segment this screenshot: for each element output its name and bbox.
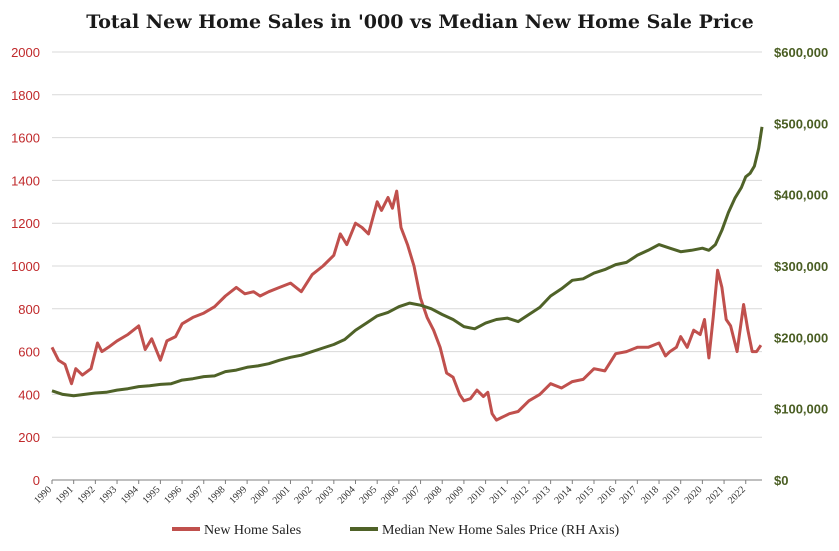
left-tick-label: 800 <box>18 302 40 317</box>
x-tick-label: 2003 <box>314 484 336 506</box>
left-tick-label: 1400 <box>11 173 40 188</box>
left-tick-label: 1600 <box>11 131 40 146</box>
x-tick-label: 2022 <box>726 484 748 506</box>
x-tick-label: 2007 <box>401 484 423 506</box>
x-tick-label: 1994 <box>119 484 141 506</box>
x-tick-label: 2008 <box>422 484 444 506</box>
x-axis: 1990 1991 1992 1993 1994 1995 1996 1997 1998 1999… <box>32 479 762 506</box>
x-tick-label: 1997 <box>184 484 206 506</box>
x-tick-label: 2013 <box>531 484 553 506</box>
x-tick-label: 2009 <box>444 484 466 506</box>
right-tick-label: $500,000 <box>774 116 828 131</box>
left-axis: 0 200 400 600 800 1000 1200 1400 1600 1800 2000 <box>11 45 40 488</box>
right-tick-label: $400,000 <box>774 188 828 203</box>
right-tick-label: $300,000 <box>774 259 828 274</box>
x-tick-label: 2021 <box>704 484 726 506</box>
x-tick-label: 2014 <box>553 484 575 506</box>
x-tick-label: 2006 <box>379 484 401 506</box>
x-tick-label: 2011 <box>488 484 510 506</box>
x-tick-label: 1991 <box>54 484 76 506</box>
x-tick-label: 2012 <box>509 484 531 506</box>
left-tick-label: 400 <box>18 387 40 402</box>
right-tick-label: $200,000 <box>774 330 828 345</box>
legend: New Home Sales Median New Home Sales Pri… <box>172 523 620 538</box>
x-tick-label: 1999 <box>227 484 249 506</box>
x-tick-label: 2017 <box>618 484 640 506</box>
legend-label-median-price: Median New Home Sales Price (RH Axis) <box>382 523 620 538</box>
left-tick-label: 0 <box>33 473 40 488</box>
left-tick-label: 1000 <box>11 259 40 274</box>
x-tick-label: 2001 <box>271 484 293 506</box>
x-tick-label: 2020 <box>683 484 705 506</box>
x-tick-label: 2019 <box>661 484 683 506</box>
x-tick-label: 2015 <box>574 484 596 506</box>
right-tick-label: $0 <box>774 473 788 488</box>
x-tick-label: 2002 <box>292 484 314 506</box>
right-axis: $0 $100,000 $200,000 $300,000 $400,000 $500,0… <box>774 45 828 488</box>
right-tick-label: $100,000 <box>774 402 828 417</box>
left-tick-label: 200 <box>18 430 40 445</box>
x-tick-label: 2010 <box>466 484 488 506</box>
x-tick-label: 1993 <box>97 484 119 506</box>
x-tick-label: 1996 <box>162 484 184 506</box>
x-tick-label: 2018 <box>639 484 661 506</box>
left-tick-label: 1200 <box>11 216 40 231</box>
right-tick-label: $600,000 <box>774 45 828 60</box>
left-tick-label: 2000 <box>11 45 40 60</box>
x-tick-label: 1998 <box>206 484 228 506</box>
gridlines <box>52 51 762 481</box>
chart-title: Total New Home Sales in '000 vs Median N… <box>86 11 754 33</box>
legend-label-new-home-sales: New Home Sales <box>204 523 301 538</box>
left-tick-label: 600 <box>18 345 40 360</box>
x-tick-label: 1992 <box>76 484 98 506</box>
series-layer <box>50 126 764 422</box>
x-tick-label: 2005 <box>357 484 379 506</box>
series-line-new-home-sales <box>50 189 763 422</box>
x-tick-label: 2004 <box>336 484 358 506</box>
x-tick-label: 2000 <box>249 484 271 506</box>
left-tick-label: 1800 <box>11 88 40 103</box>
series-line-median-price <box>51 126 764 398</box>
x-tick-label: 1995 <box>141 484 163 506</box>
x-tick-label: 2016 <box>596 484 618 506</box>
